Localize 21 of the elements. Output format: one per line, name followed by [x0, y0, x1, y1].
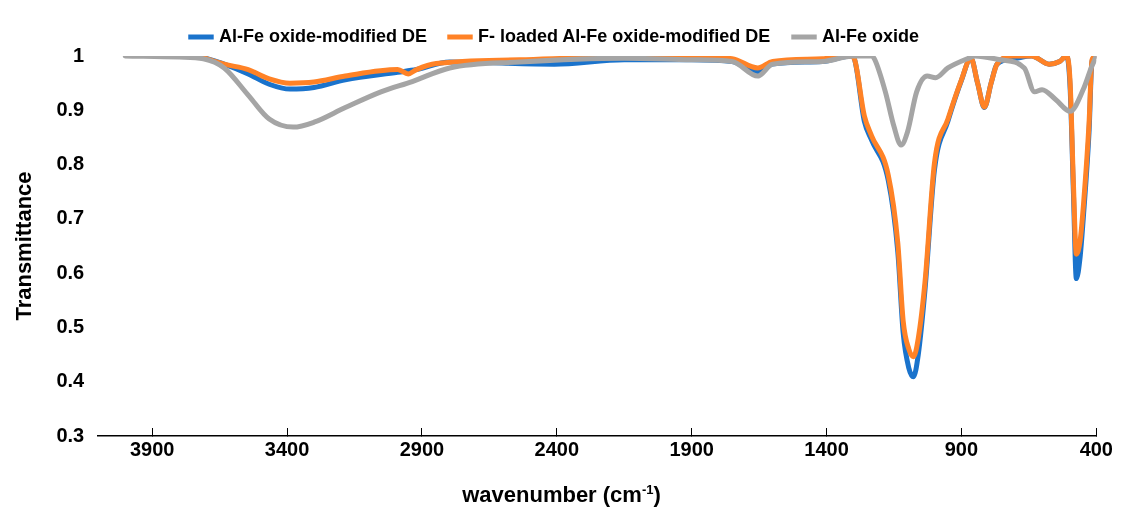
y-tick-label: 0.3: [56, 423, 85, 446]
x-tick-label: 3400: [264, 437, 310, 460]
y-tick-label: 0.7: [56, 206, 85, 229]
x-axis-title: wavenumber (cm$^{-1}$): [461, 481, 662, 508]
x-tick-label: 1900: [669, 437, 714, 460]
legend-label: F- loaded Al-Fe oxide-modified DE: [477, 25, 771, 46]
y-tick-label: 0.6: [56, 260, 85, 283]
y-tick-label: 0.5: [56, 314, 85, 337]
x-tick-label: 2900: [399, 437, 445, 460]
y-tick-label: 0.8: [56, 152, 85, 175]
x-tick-label: 400: [1079, 437, 1113, 460]
y-tick-label: 0.4: [56, 369, 86, 392]
x-tick-label: 1400: [804, 437, 849, 460]
y-tick-label: 1: [73, 43, 85, 66]
x-tick-label: 900: [944, 437, 979, 460]
y-tick-label: 0.9: [56, 97, 85, 120]
x-tick-label: 3900: [129, 437, 175, 460]
legend-label: Al-Fe oxide-modified DE: [218, 25, 427, 46]
legend-label: Al-Fe oxide: [822, 25, 920, 46]
y-axis-title: Transmittance: [11, 171, 37, 321]
x-tick-label: 2400: [534, 437, 580, 460]
